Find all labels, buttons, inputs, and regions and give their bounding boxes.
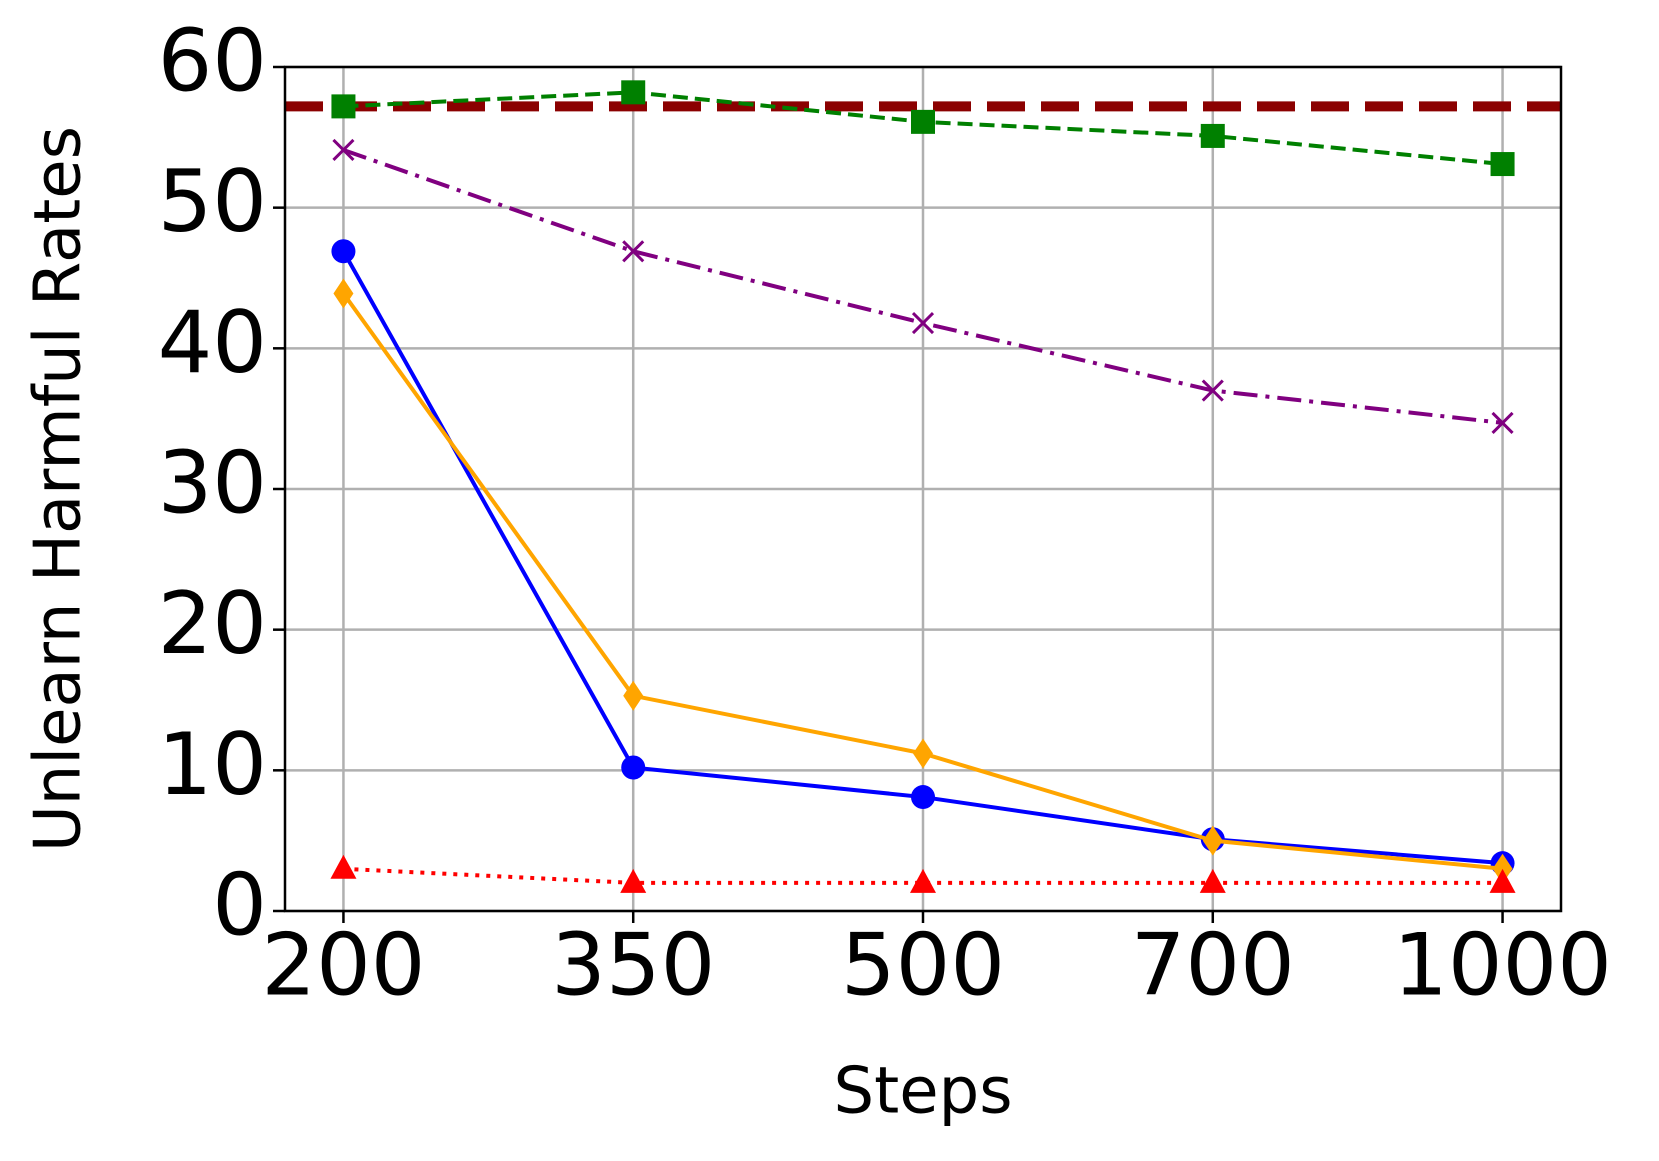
point: [911, 311, 935, 335]
x-tick-label: 700: [1131, 915, 1295, 1015]
point: [620, 868, 647, 893]
y-tick-label: 0: [212, 855, 267, 955]
point: [333, 278, 354, 309]
y-tick-label: 40: [158, 293, 267, 393]
point: [1199, 868, 1226, 893]
point: [332, 138, 355, 162]
x-tick-label: 350: [551, 915, 715, 1015]
point: [910, 868, 936, 893]
y-tick-label: 10: [158, 715, 267, 815]
x-axis-label: Steps: [833, 1055, 1012, 1129]
point: [1491, 411, 1514, 434]
point: [1200, 123, 1225, 148]
point: [1489, 868, 1516, 893]
x-tick-label: 1000: [1393, 915, 1612, 1015]
point: [331, 94, 356, 119]
point: [1201, 379, 1224, 402]
point: [1490, 152, 1515, 177]
y-tick-label: 60: [158, 11, 267, 111]
point: [913, 738, 933, 769]
point: [331, 239, 356, 264]
y-tick-label: 50: [158, 152, 267, 252]
y-axis-label: Unlearn Harmful Rates: [22, 126, 96, 852]
point: [1202, 825, 1223, 856]
x-tick-label: 500: [841, 915, 1005, 1015]
point: [621, 80, 646, 105]
point: [911, 785, 935, 810]
plot-frame: [283, 65, 1563, 913]
point: [911, 109, 935, 134]
y-tick-label: 20: [158, 574, 267, 674]
x-tick-label: 200: [261, 915, 425, 1015]
point: [1492, 853, 1513, 884]
y-tick-label: 30: [158, 433, 267, 533]
point: [621, 755, 646, 780]
point: [622, 240, 645, 263]
point: [623, 680, 644, 711]
point: [330, 854, 357, 879]
